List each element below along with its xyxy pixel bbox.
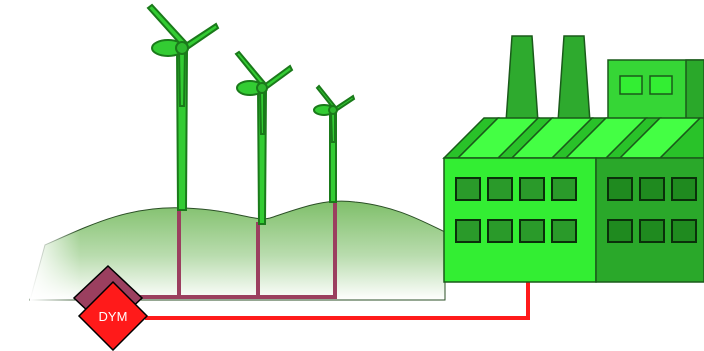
wind-turbine-icon — [313, 84, 356, 203]
wind-turbine-icon — [146, 3, 220, 211]
signal-line — [145, 282, 530, 320]
chimney-right — [557, 35, 591, 123]
collector-lines — [136, 199, 337, 299]
dym-to-factory-cable — [145, 282, 530, 320]
factory-icon — [442, 35, 704, 283]
chimney-left — [505, 35, 539, 123]
back-window — [649, 75, 673, 95]
back-window — [619, 75, 643, 95]
dym-label: DYM — [99, 309, 128, 324]
hills — [29, 200, 450, 310]
wind-turbine-icon — [234, 50, 294, 225]
dym-front-diamond — [77, 280, 149, 351]
diamond-device-icon: DYM — [72, 264, 149, 351]
factory-windows — [455, 177, 697, 243]
factory-roof-top — [456, 117, 702, 159]
